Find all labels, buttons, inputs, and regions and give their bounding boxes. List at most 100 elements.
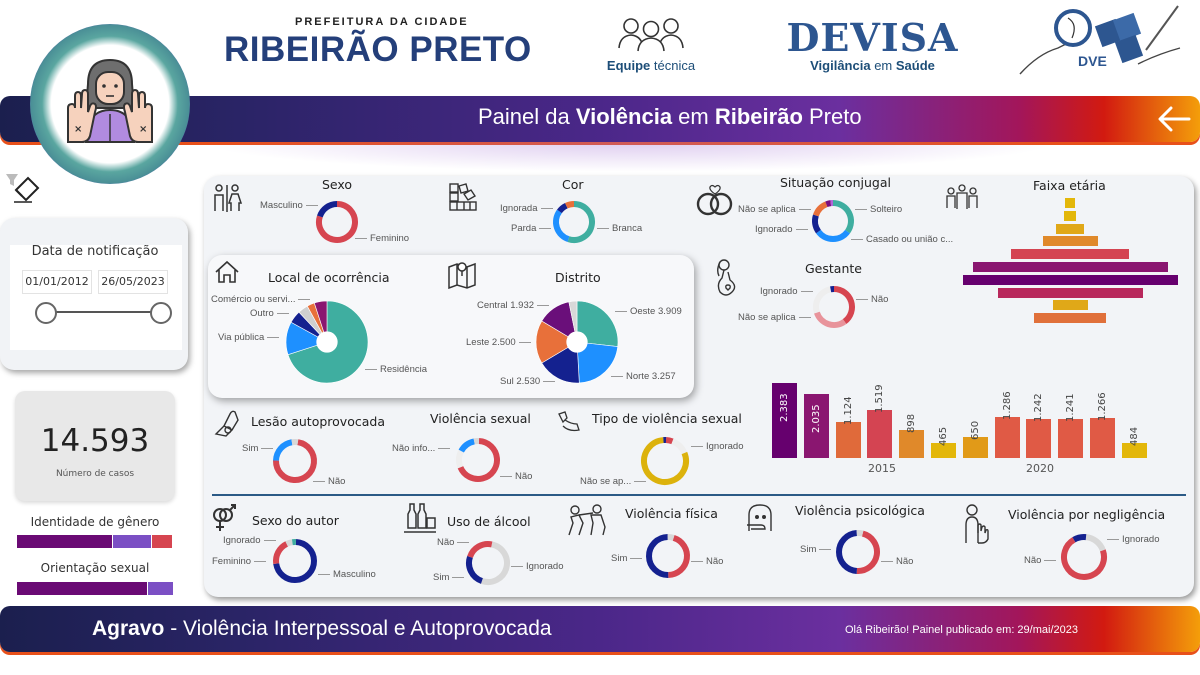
equipe-label: Equipe técnica — [606, 58, 696, 73]
age-bar[interactable] — [972, 262, 1168, 272]
bar-segment[interactable] — [113, 535, 151, 548]
alcohol-title: Uso de álcool — [447, 514, 531, 529]
sexual-violence-type-title: Tipo de violência sexual — [592, 411, 742, 426]
year-bar[interactable] — [1090, 417, 1115, 458]
age-bar[interactable] — [1011, 249, 1129, 260]
sexual-violence-donut-chart[interactable] — [455, 437, 501, 483]
year-bar[interactable] — [1026, 418, 1052, 458]
cases-by-year-bar-chart[interactable]: 2.383 2.035 1.124 1.519 898 465 650 1.286 1.242 1… — [772, 380, 1152, 458]
year-bar[interactable] — [994, 417, 1020, 458]
year-bar[interactable] — [835, 422, 861, 458]
marital-donut-chart[interactable] — [811, 199, 855, 243]
bar-value-label: 1.519 — [874, 384, 886, 413]
bar-value-label: 484 — [1128, 426, 1140, 446]
age-bar[interactable] — [1056, 223, 1084, 234]
dve-logo: DVE — [1018, 4, 1183, 76]
year-bar[interactable] — [772, 382, 797, 458]
date-slider-track[interactable] — [48, 311, 156, 313]
banner-glow — [200, 142, 1060, 172]
year-bar[interactable] — [867, 409, 893, 458]
back-button[interactable] — [1155, 102, 1193, 136]
date-filter-body — [10, 245, 182, 350]
city-name: RIBEIRÃO PRETO — [224, 30, 532, 69]
house-icon — [214, 260, 240, 284]
psychological-violence-donut-chart[interactable] — [835, 529, 881, 575]
bar-value-label: 1.242 — [1033, 393, 1045, 422]
sexual-orientation-bar[interactable] — [17, 582, 173, 595]
sexual-violence-type-label-nao-se-aplica: Não se ap... — [580, 476, 649, 487]
age-bar[interactable] — [1033, 313, 1107, 324]
physical-violence-label-sim: Sim — [611, 553, 645, 564]
devisa-wordmark: DEVISA — [786, 15, 959, 60]
map-pin-icon — [447, 259, 477, 289]
pregnant-donut-chart[interactable] — [812, 285, 856, 329]
page-title: Painel da Violência em Ribeirão Preto — [478, 104, 862, 129]
top-banner — [0, 96, 1200, 142]
district-label-norte: Norte 3.257 — [608, 371, 676, 382]
gender-identity-bar[interactable] — [17, 535, 172, 548]
year-bar[interactable] — [962, 437, 988, 458]
age-bar[interactable] — [997, 287, 1143, 298]
bar-value-label: 2.035 — [810, 403, 822, 433]
sexual-violence-type-donut-chart[interactable] — [640, 436, 690, 486]
color-title: Cor — [562, 177, 584, 192]
clear-filters-button[interactable] — [4, 172, 40, 204]
neglect-violence-donut-chart[interactable] — [1060, 533, 1108, 581]
age-pyramid-chart[interactable] — [955, 198, 1185, 333]
alcohol-donut-chart[interactable] — [465, 540, 511, 586]
bar-value-label: 1.241 — [1065, 393, 1077, 422]
age-bar[interactable] — [962, 274, 1178, 285]
alcohol-label-sim: Sim — [433, 572, 467, 583]
year-bar[interactable] — [1058, 418, 1084, 458]
date-end-input[interactable]: 26/05/2023 — [98, 270, 168, 294]
alcohol-label-ignorado: Ignorado — [508, 561, 564, 572]
svg-text:×: × — [74, 124, 82, 135]
location-pie-chart[interactable] — [285, 300, 369, 384]
sex-label-feminino: Feminino — [352, 233, 409, 244]
self-harm-donut-chart[interactable] — [272, 438, 318, 484]
svg-text:DVE: DVE — [1078, 53, 1107, 69]
date-slider-start-handle[interactable] — [35, 302, 57, 324]
district-title: Distrito — [555, 270, 601, 285]
section-divider — [212, 494, 1186, 496]
sex-donut-chart[interactable] — [315, 200, 359, 244]
age-bar[interactable] — [1042, 236, 1098, 247]
physical-fight-icon — [565, 503, 609, 537]
district-pie-chart[interactable] — [535, 300, 619, 384]
equipe-tecnica-button[interactable]: Equipe técnica — [596, 14, 706, 73]
self-harm-label-sim: Sim — [242, 443, 276, 454]
sexual-violence-title: Violência sexual — [430, 411, 531, 426]
location-label-comercio: Comércio ou servi... — [211, 294, 313, 305]
case-count-label: Número de casos — [55, 469, 135, 479]
date-slider-end-handle[interactable] — [150, 302, 172, 324]
age-bar[interactable] — [1065, 198, 1075, 208]
year-bar[interactable] — [899, 429, 925, 458]
x-tick-2015: 2015 — [868, 462, 896, 475]
bar-segment[interactable] — [148, 582, 173, 595]
bar-segment[interactable] — [17, 535, 112, 548]
age-bar[interactable] — [1063, 210, 1077, 221]
location-label-via-publica: Via pública — [218, 332, 282, 343]
bar-segment[interactable] — [152, 535, 172, 548]
age-group-title: Faixa etária — [1033, 178, 1106, 193]
bar-value-label: 2.383 — [779, 392, 790, 422]
hand-grab-icon — [555, 410, 581, 434]
district-label-leste: Leste 2.500 — [466, 337, 534, 348]
physical-violence-title: Violência física — [625, 506, 718, 521]
bar-segment[interactable] — [17, 582, 147, 595]
location-title: Local de ocorrência — [268, 270, 390, 285]
year-bar[interactable] — [803, 393, 829, 458]
year-bar[interactable] — [1121, 442, 1147, 458]
physical-violence-donut-chart[interactable] — [645, 533, 691, 579]
date-start-input[interactable]: 01/01/2012 — [22, 270, 92, 294]
color-label-ignorada: Ignorada — [500, 203, 556, 214]
author-sex-donut-chart[interactable] — [272, 538, 318, 584]
devisa-subtitle: Vigilância em Saúde — [810, 58, 935, 73]
pregnant-label-nao: Não — [853, 294, 888, 305]
year-bar[interactable] — [931, 443, 956, 458]
bar-value-label: 898 — [906, 413, 918, 433]
color-donut-chart[interactable] — [552, 200, 596, 244]
age-bar[interactable] — [1052, 300, 1088, 311]
pregnant-title: Gestante — [805, 261, 862, 276]
bar-value-label: 1.124 — [842, 396, 854, 426]
